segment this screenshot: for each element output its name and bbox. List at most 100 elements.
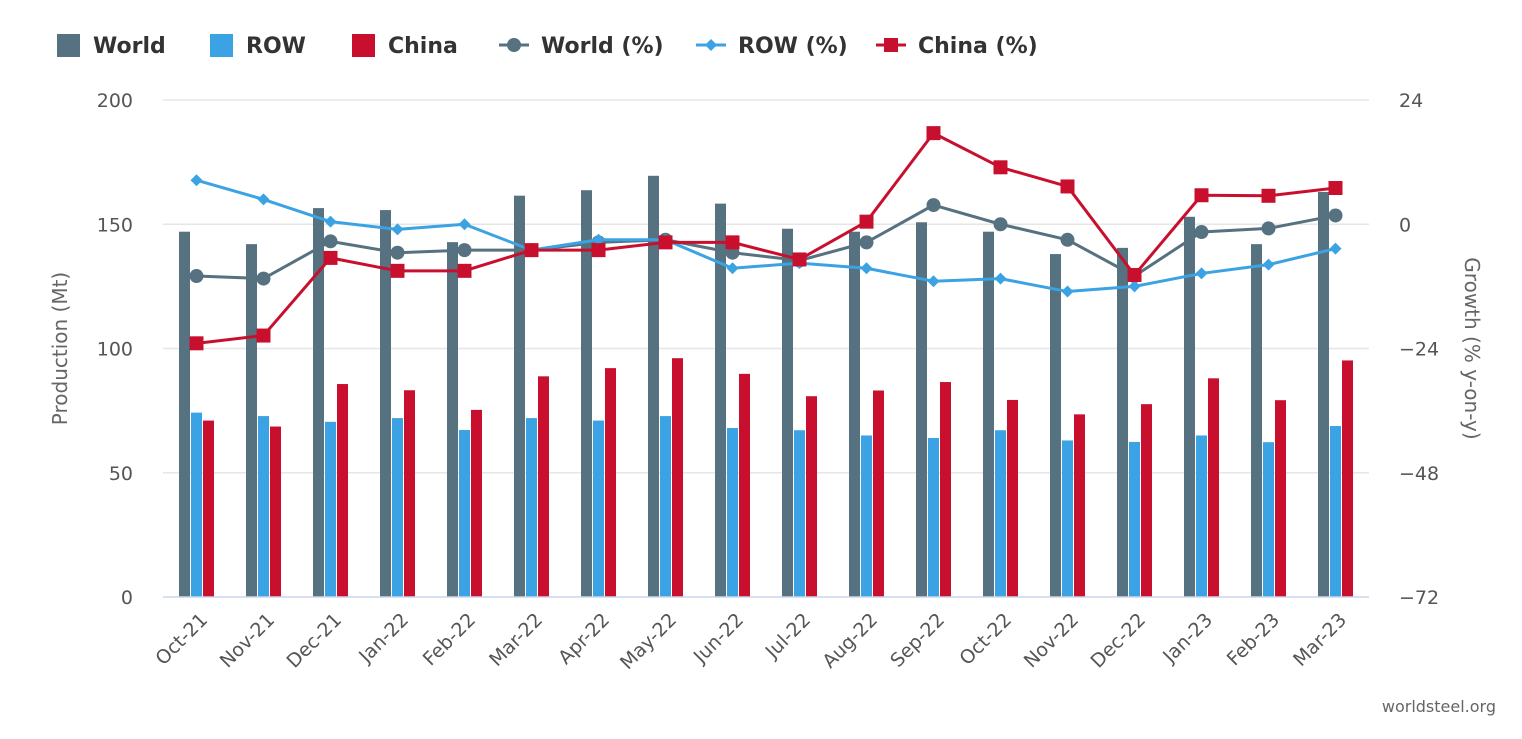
point-china-pct-mar-22	[524, 243, 539, 258]
point-row-pct-apr-22	[592, 233, 605, 246]
bar-china-dec-22	[1141, 404, 1152, 597]
point-row-pct-feb-23	[1262, 258, 1275, 271]
bar-row-jan-23	[1196, 435, 1207, 597]
bar-row-nov-21	[258, 416, 269, 597]
bar-series-group	[179, 175, 1353, 598]
bar-row-sep-22	[928, 437, 939, 597]
point-world-pct-feb-22	[457, 243, 472, 258]
y2-tick-label: 0	[1399, 214, 1411, 236]
bar-row-aug-22	[861, 435, 872, 597]
x-tick-label: Oct-21	[151, 609, 212, 670]
x-tick-label: Aug-22	[818, 609, 882, 673]
bar-row-apr-22	[593, 420, 604, 597]
bar-world-oct-21	[179, 231, 190, 597]
x-tick-label: Sep-22	[886, 609, 949, 672]
y2-tick-label: 24	[1399, 90, 1423, 112]
point-world-pct-mar-23	[1328, 208, 1343, 223]
legend-item[interactable]: China	[352, 34, 458, 59]
y2-tick-label: −48	[1399, 463, 1439, 485]
bar-china-oct-21	[203, 420, 214, 597]
bar-row-dec-21	[325, 421, 336, 597]
bar-row-jun-22	[727, 428, 738, 597]
x-tick-label: Feb-23	[1223, 609, 1284, 670]
bar-row-jan-22	[392, 418, 403, 597]
x-tick-label: Jan-23	[1158, 609, 1217, 668]
y-tick-label: 150	[97, 214, 133, 236]
point-china-pct-dec-21	[323, 250, 338, 265]
point-world-pct-nov-21	[256, 271, 271, 286]
bar-world-jun-22	[715, 203, 726, 597]
bar-china-jan-23	[1208, 378, 1219, 597]
x-tick-label: Oct-22	[955, 609, 1016, 670]
x-tick-label: May-22	[616, 609, 681, 674]
point-world-pct-dec-21	[323, 234, 338, 249]
point-row-pct-jan-23	[1195, 267, 1208, 280]
point-world-pct-jan-23	[1194, 225, 1209, 240]
point-world-pct-oct-21	[189, 269, 204, 284]
legend[interactable]: World ROW China World (%) ROW (%) China (%)	[57, 34, 1038, 59]
bar-row-feb-22	[459, 430, 470, 597]
point-row-pct-oct-22	[994, 272, 1007, 285]
bar-world-aug-22	[849, 231, 860, 597]
point-row-pct-feb-22	[458, 218, 471, 231]
x-tick-label: Jan-22	[354, 609, 413, 668]
point-row-pct-mar-23	[1329, 242, 1342, 255]
bar-world-nov-21	[246, 244, 257, 597]
bar-china-mar-22	[538, 376, 549, 597]
line-series-group	[189, 126, 1343, 351]
bar-row-mar-23	[1330, 426, 1341, 597]
point-china-pct-jan-23	[1194, 188, 1209, 203]
point-china-pct-nov-22	[1060, 179, 1075, 194]
x-tick-label: Jun-22	[689, 609, 748, 668]
source-credit[interactable]: worldsteel.org	[1382, 697, 1496, 716]
bar-china-apr-22	[605, 368, 616, 597]
bar-world-jan-22	[380, 210, 391, 597]
point-china-pct-mar-23	[1328, 181, 1343, 196]
y-tick-label: 50	[109, 463, 133, 485]
point-china-pct-sep-22	[926, 126, 941, 141]
legend-swatch	[57, 34, 80, 57]
y2-tick-label: −72	[1399, 587, 1439, 609]
bar-row-may-22	[660, 416, 671, 597]
bar-china-jul-22	[806, 396, 817, 597]
bar-world-oct-22	[983, 231, 994, 597]
point-china-pct-oct-22	[993, 160, 1008, 175]
legend-item[interactable]: World	[57, 34, 166, 59]
legend-label: China	[388, 34, 458, 59]
point-row-pct-dec-21	[324, 215, 337, 228]
bar-china-may-22	[672, 358, 683, 597]
point-row-pct-sep-22	[927, 275, 940, 288]
legend-item[interactable]: ROW (%)	[696, 34, 848, 59]
bar-world-feb-22	[447, 242, 458, 597]
point-china-pct-dec-22	[1127, 267, 1142, 282]
bar-china-feb-22	[471, 409, 482, 597]
x-tick-label: Feb-22	[419, 609, 480, 670]
y-axis-title: Production (Mt)	[48, 272, 72, 425]
bar-world-jan-23	[1184, 216, 1195, 598]
bar-world-jul-22	[782, 228, 793, 597]
point-row-pct-aug-22	[860, 262, 873, 275]
bar-world-dec-22	[1117, 247, 1128, 598]
x-tick-label: Nov-22	[1020, 609, 1083, 672]
bar-row-feb-23	[1263, 442, 1274, 597]
legend-item[interactable]: ROW	[210, 34, 306, 59]
legend-item[interactable]: China (%)	[876, 34, 1038, 59]
bar-china-mar-23	[1342, 360, 1353, 597]
point-world-pct-aug-22	[859, 235, 874, 250]
bar-china-jan-22	[404, 390, 415, 597]
point-row-pct-oct-21	[190, 174, 203, 187]
point-row-pct-jun-22	[726, 262, 739, 275]
bar-world-sep-22	[916, 222, 927, 597]
legend-label: China (%)	[918, 34, 1038, 59]
bar-row-oct-22	[995, 430, 1006, 597]
legend-marker	[884, 38, 898, 52]
point-china-pct-aug-22	[859, 214, 874, 229]
point-china-pct-oct-21	[189, 336, 204, 351]
legend-item[interactable]: World (%)	[499, 34, 664, 59]
y-tick-label: 200	[97, 90, 133, 112]
bar-world-nov-22	[1050, 254, 1061, 597]
y2-tick-label: −24	[1399, 339, 1439, 361]
line-china-pct	[196, 131, 1336, 345]
legend-swatch	[352, 34, 375, 57]
